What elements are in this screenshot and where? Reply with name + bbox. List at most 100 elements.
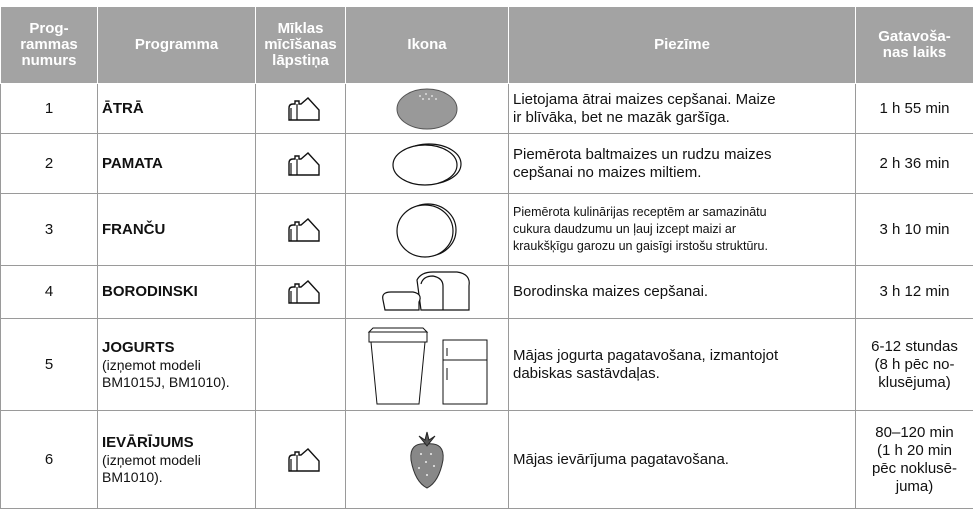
program-cell: BORODINSKI	[98, 266, 256, 319]
header-text: Prog-	[1, 21, 97, 37]
icon-cell	[346, 84, 509, 134]
header-cell: Gatavoša-nas laiks	[856, 7, 973, 84]
header-text: Ikona	[346, 37, 508, 53]
program-name: BORODINSKI	[102, 283, 251, 301]
note-text: cepšanai no maizes miltiem.	[513, 164, 851, 182]
time-text: 6-12 stundas	[860, 338, 969, 356]
sliced-bread-icon	[377, 270, 477, 314]
icon-cell	[346, 319, 509, 411]
note-text: Piemērota kulinārijas receptēm ar samazi…	[513, 204, 851, 221]
note-text: Borodinska maizes cepšanai.	[513, 283, 851, 301]
header-text: Piezīme	[509, 37, 855, 53]
round-loaf-icon	[392, 200, 462, 260]
paddle-cell	[256, 134, 346, 194]
note-text: Piemērota baltmaizes un rudzu maizes	[513, 146, 851, 164]
program-number: 3	[1, 194, 98, 266]
program-number: 2	[1, 134, 98, 194]
icon-cell	[346, 266, 509, 319]
note-text: dabiskas sastāvdaļas.	[513, 365, 851, 383]
time-cell: 3 h 12 min	[856, 266, 973, 319]
time-text: (8 h pēc no-	[860, 356, 969, 374]
header-text: nas laiks	[856, 45, 973, 61]
header-text: mīcīšanas	[256, 37, 345, 53]
header-cell: Programma	[98, 7, 256, 84]
header-text: Programma	[98, 37, 255, 53]
yogurt-fridge-icon	[357, 324, 497, 406]
paddle-cell	[256, 194, 346, 266]
strawberry-icon	[407, 430, 447, 490]
note-cell: Borodinska maizes cepšanai.	[509, 266, 856, 319]
program-number: 4	[1, 266, 98, 319]
paddle-icon	[281, 96, 321, 122]
icon-cell	[346, 134, 509, 194]
time-cell: 1 h 55 min	[856, 84, 973, 134]
paddle-cell	[256, 319, 346, 411]
header-text: lāpstiņa	[256, 53, 345, 69]
time-text: juma)	[860, 478, 969, 496]
paddle-icon	[281, 151, 321, 177]
program-note: BM1015J, BM1010).	[102, 374, 251, 391]
program-name: PAMATA	[102, 155, 251, 173]
header-text: Mīklas	[256, 21, 345, 37]
program-cell: PAMATA	[98, 134, 256, 194]
time-text: 2 h 36 min	[860, 155, 969, 173]
icon-cell	[346, 411, 509, 509]
program-name: FRANČU	[102, 221, 251, 239]
time-cell: 3 h 10 min	[856, 194, 973, 266]
bun-icon	[392, 87, 462, 131]
paddle-cell	[256, 84, 346, 134]
program-note: BM1010).	[102, 469, 251, 486]
header-cell: Piezīme	[509, 7, 856, 84]
time-text: (1 h 20 min	[860, 442, 969, 460]
program-number: 5	[1, 319, 98, 411]
time-text: klusējuma)	[860, 374, 969, 392]
program-note: (izņemot modeli	[102, 357, 251, 374]
note-cell: Mājas ievārījuma pagatavošana.	[509, 411, 856, 509]
note-text: kraukšķīgu garozu un gaisīgi irstošu str…	[513, 238, 851, 255]
note-text: Mājas jogurta pagatavošana, izmantojot	[513, 347, 851, 365]
time-cell: 6-12 stundas(8 h pēc no-klusējuma)	[856, 319, 973, 411]
header-text: Gatavoša-	[856, 29, 973, 45]
header-cell: Ikona	[346, 7, 509, 84]
note-text: Lietojama ātrai maizes cepšanai. Maize	[513, 91, 851, 109]
program-name: ĀTRĀ	[102, 100, 251, 118]
icon-cell	[346, 194, 509, 266]
program-number: 6	[1, 411, 98, 509]
header-text: numurs	[1, 53, 97, 69]
header-text: rammas	[1, 37, 97, 53]
paddle-cell	[256, 266, 346, 319]
note-text: Mājas ievārījuma pagatavošana.	[513, 451, 851, 469]
program-cell: ĀTRĀ	[98, 84, 256, 134]
paddle-icon	[281, 279, 321, 305]
note-text: ir blīvāka, bet ne mazāk garšīga.	[513, 109, 851, 127]
note-cell: Piemērota kulinārijas receptēm ar samazi…	[509, 194, 856, 266]
program-note: (izņemot modeli	[102, 452, 251, 469]
time-text: 3 h 12 min	[860, 283, 969, 301]
paddle-cell	[256, 411, 346, 509]
paddle-icon	[281, 447, 321, 473]
time-cell: 2 h 36 min	[856, 134, 973, 194]
time-text: 80–120 min	[860, 424, 969, 442]
program-name: IEVĀRĪJUMS	[102, 434, 251, 452]
paddle-icon	[281, 217, 321, 243]
note-text: cukura daudzumu un ļauj izcept maizi ar	[513, 221, 851, 238]
program-name: JOGURTS	[102, 339, 251, 357]
time-text: 1 h 55 min	[860, 100, 969, 118]
